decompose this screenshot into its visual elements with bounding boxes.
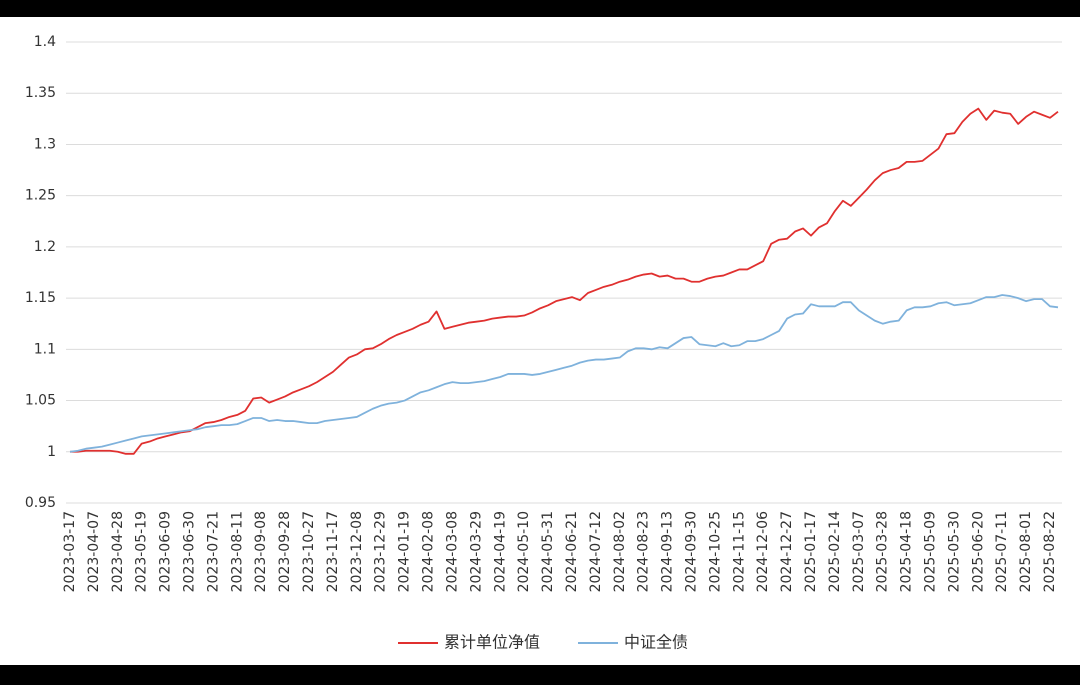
x-tick-label: 2024-03-08 (444, 511, 460, 592)
x-tick-label: 2024-12-06 (755, 511, 771, 592)
x-tick-label: 2024-05-10 (516, 511, 532, 592)
x-tick-label: 2023-12-08 (349, 511, 365, 592)
x-tick-label: 2024-01-19 (397, 511, 413, 592)
x-tick-label: 2025-08-22 (1042, 511, 1058, 592)
x-tick-label: 2024-12-27 (779, 511, 795, 592)
chart-background (0, 17, 1080, 665)
x-tick-label: 2024-04-19 (492, 511, 508, 592)
x-tick-label: 2023-12-29 (373, 511, 389, 592)
x-tick-label: 2025-03-07 (851, 511, 867, 592)
x-tick-label: 2023-03-17 (62, 511, 78, 592)
x-tick-label: 2025-02-14 (827, 511, 843, 592)
x-tick-label: 2024-10-25 (707, 511, 723, 592)
x-tick-label: 2023-04-07 (86, 511, 102, 592)
y-tick-label: 1.2 (34, 239, 56, 255)
x-tick-label: 2025-06-20 (970, 511, 986, 592)
x-tick-label: 2023-07-21 (205, 511, 221, 592)
line-series (70, 107, 1059, 455)
y-tick-label: 1.25 (25, 188, 56, 204)
x-tick-label: 2024-08-02 (612, 511, 628, 592)
x-tick-label: 2024-02-08 (421, 511, 437, 592)
x-tick-label: 2023-08-11 (229, 511, 245, 592)
x-tick-label: 2023-10-27 (301, 511, 317, 592)
x-tick-label: 2024-09-13 (660, 511, 676, 592)
y-tick-label: 1 (47, 444, 56, 460)
x-tick-label: 2023-06-30 (182, 511, 198, 592)
y-tick-label: 1.3 (34, 136, 56, 152)
x-tick-label: 2024-09-30 (683, 511, 699, 592)
x-tick-label: 2023-11-17 (325, 511, 341, 592)
x-tick-label: 2024-08-23 (636, 511, 652, 592)
x-tick-label: 2025-05-09 (923, 511, 939, 592)
legend-label: 中证全债 (624, 633, 688, 652)
line-series (69, 294, 1059, 453)
x-tick-label: 2025-08-01 (1018, 511, 1034, 592)
x-tick-label: 2023-06-09 (158, 511, 174, 592)
y-tick-label: 1.4 (34, 34, 56, 50)
x-tick-label: 2023-09-08 (253, 511, 269, 592)
x-tick-label: 2025-04-18 (899, 511, 915, 592)
x-tick-label: 2023-04-28 (110, 511, 126, 592)
x-tick-label: 2024-05-31 (540, 511, 556, 592)
y-tick-label: 1.15 (25, 290, 56, 306)
y-tick-label: 0.95 (25, 495, 56, 511)
x-tick-label: 2023-09-28 (277, 511, 293, 592)
x-tick-label: 2025-01-17 (803, 511, 819, 592)
x-tick-label: 2025-07-11 (994, 511, 1010, 592)
legend-label: 累计单位净值 (444, 633, 540, 652)
x-tick-label: 2024-07-12 (588, 511, 604, 592)
y-tick-label: 1.35 (25, 85, 56, 101)
y-tick-label: 1.05 (25, 393, 56, 409)
x-tick-label: 2023-05-19 (134, 511, 150, 592)
y-tick-label: 1.1 (34, 341, 56, 357)
x-tick-label: 2025-05-30 (946, 511, 962, 592)
x-tick-label: 2024-06-21 (564, 511, 580, 592)
x-tick-label: 2024-03-29 (468, 511, 484, 592)
x-tick-label: 2024-11-15 (731, 511, 747, 592)
x-tick-label: 2025-03-28 (875, 511, 891, 592)
